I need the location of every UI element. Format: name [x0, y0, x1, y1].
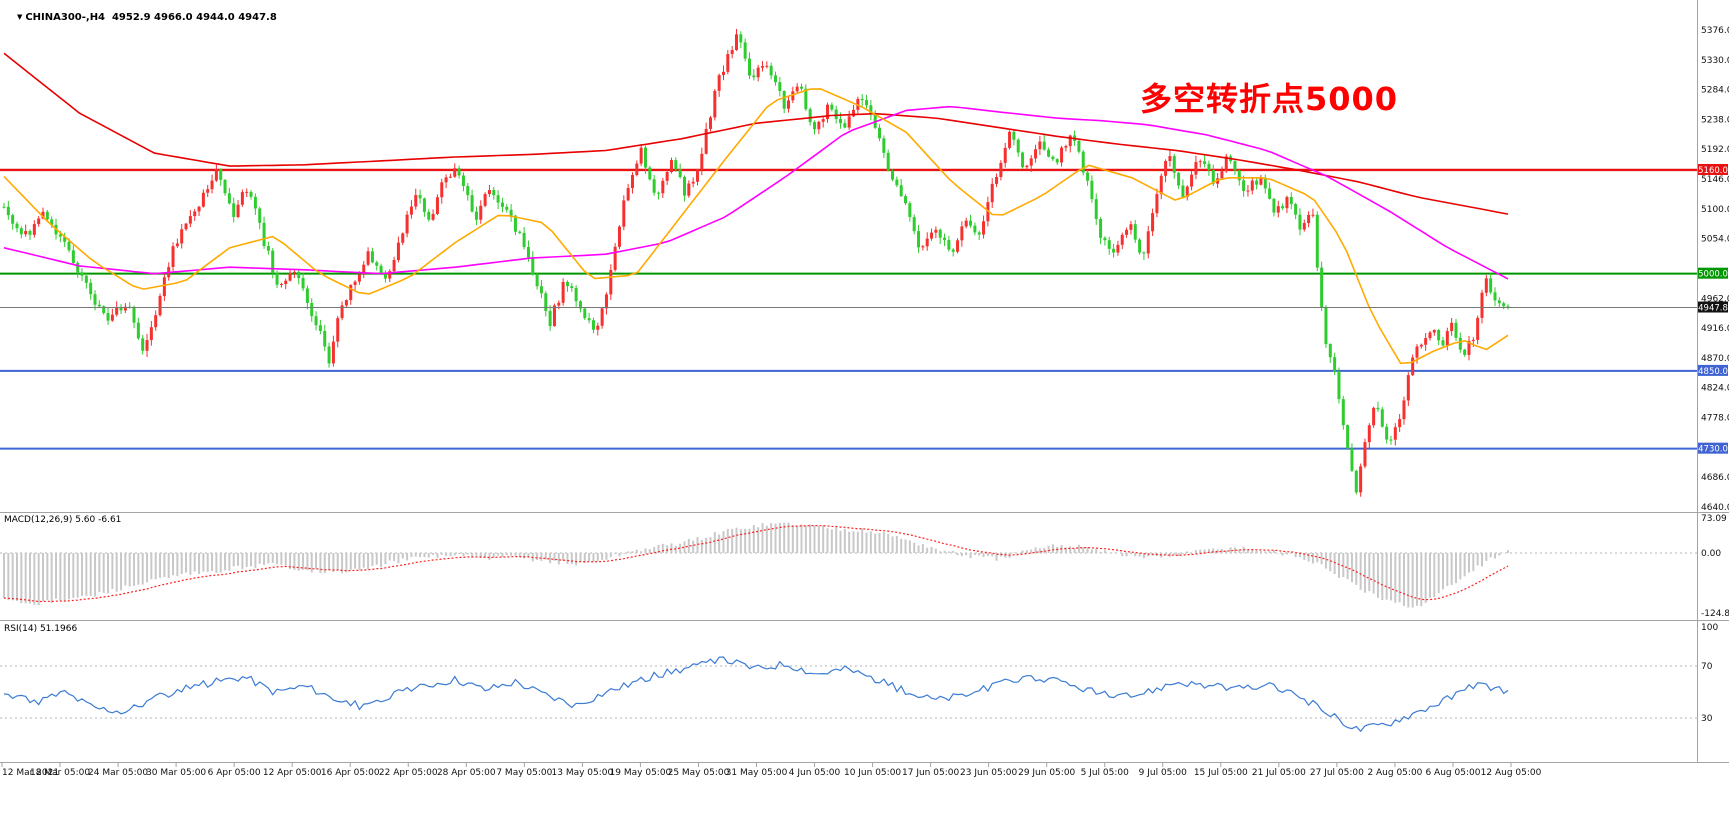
macd-panel[interactable]: [0, 513, 1697, 620]
svg-text:23 Jun 05:00: 23 Jun 05:00: [960, 768, 1017, 778]
svg-text:2 Aug 05:00: 2 Aug 05:00: [1367, 768, 1422, 778]
svg-text:12 Mar 2021: 12 Mar 2021: [2, 768, 59, 778]
svg-text:5054.0: 5054.0: [1701, 235, 1729, 245]
time-axis[interactable]: [0, 762, 1697, 780]
svg-text:9 Jul 05:00: 9 Jul 05:00: [1139, 768, 1188, 778]
annotation-text: 多空转折点5000: [1140, 80, 1399, 118]
svg-text:4 Jun 05:00: 4 Jun 05:00: [789, 768, 841, 778]
svg-text:16 Apr 05:00: 16 Apr 05:00: [321, 768, 380, 778]
svg-text:5146.0: 5146.0: [1701, 175, 1729, 185]
chart-header: ▼ CHINA300-,H4 4952.9 4966.0 4944.0 4947.…: [3, 1, 277, 34]
svg-text:22 Apr 05:00: 22 Apr 05:00: [379, 768, 438, 778]
svg-text:-124.81: -124.81: [1701, 609, 1729, 619]
svg-text:100: 100: [1701, 623, 1718, 633]
rsi-indicator-label: RSI(14) 51.1966: [4, 624, 78, 634]
svg-text:28 Apr 05:00: 28 Apr 05:00: [437, 768, 496, 778]
svg-text:10 Jun 05:00: 10 Jun 05:00: [844, 768, 901, 778]
svg-text:31 May 05:00: 31 May 05:00: [726, 768, 788, 778]
symbol-ohlc-label: CHINA300-,H4 4952.9 4966.0 4944.0 4947.8: [25, 12, 277, 23]
svg-text:25 May 05:00: 25 May 05:00: [668, 768, 730, 778]
svg-text:30 Mar 05:00: 30 Mar 05:00: [146, 768, 206, 778]
svg-text:5376.0: 5376.0: [1701, 26, 1729, 36]
svg-text:4916.0: 4916.0: [1701, 324, 1729, 334]
collapse-triangle-icon[interactable]: ▼: [16, 13, 23, 21]
svg-text:5330.0: 5330.0: [1701, 56, 1729, 66]
svg-text:13 May 05:00: 13 May 05:00: [552, 768, 614, 778]
svg-text:6 Aug 05:00: 6 Aug 05:00: [1425, 768, 1480, 778]
svg-text:0.00: 0.00: [1701, 549, 1721, 559]
svg-text:19 May 05:00: 19 May 05:00: [610, 768, 672, 778]
svg-text:7 May 05:00: 7 May 05:00: [496, 768, 552, 778]
svg-text:12 Aug 05:00: 12 Aug 05:00: [1481, 768, 1542, 778]
svg-text:5192.0: 5192.0: [1701, 145, 1729, 155]
svg-text:4730.0: 4730.0: [1698, 445, 1728, 455]
svg-text:5 Jul 05:00: 5 Jul 05:00: [1081, 768, 1130, 778]
svg-text:4962.0: 4962.0: [1701, 294, 1729, 304]
rsi-panel[interactable]: [0, 621, 1697, 762]
svg-text:6 Apr 05:00: 6 Apr 05:00: [208, 768, 261, 778]
macd-indicator-label: MACD(12,26,9) 5.60 -6.61: [4, 515, 122, 525]
svg-text:18 Mar 05:00: 18 Mar 05:00: [30, 768, 90, 778]
price-axis[interactable]: [1697, 0, 1729, 762]
svg-text:4850.0: 4850.0: [1698, 367, 1728, 377]
svg-text:5160.0: 5160.0: [1698, 166, 1728, 176]
svg-text:70: 70: [1701, 662, 1713, 672]
svg-text:30: 30: [1701, 714, 1713, 724]
svg-text:73.09: 73.09: [1701, 514, 1727, 524]
svg-text:29 Jun 05:00: 29 Jun 05:00: [1018, 768, 1075, 778]
svg-text:27 Jul 05:00: 27 Jul 05:00: [1310, 768, 1364, 778]
svg-text:4778.0: 4778.0: [1701, 414, 1729, 424]
svg-text:21 Jul 05:00: 21 Jul 05:00: [1252, 768, 1306, 778]
svg-text:4686.0: 4686.0: [1701, 473, 1729, 483]
svg-text:4870.0: 4870.0: [1701, 354, 1729, 364]
svg-text:4824.0: 4824.0: [1701, 384, 1729, 394]
svg-text:5238.0: 5238.0: [1701, 115, 1729, 125]
svg-text:4640.0: 4640.0: [1701, 503, 1729, 513]
svg-text:12 Apr 05:00: 12 Apr 05:00: [263, 768, 322, 778]
price-chart-panel[interactable]: [0, 0, 1697, 512]
svg-text:4947.8: 4947.8: [1698, 304, 1728, 314]
svg-text:17 Jun 05:00: 17 Jun 05:00: [902, 768, 959, 778]
svg-text:15 Jul 05:00: 15 Jul 05:00: [1194, 768, 1248, 778]
svg-text:5100.0: 5100.0: [1701, 205, 1729, 215]
svg-text:5000.0: 5000.0: [1698, 270, 1728, 280]
svg-text:5284.0: 5284.0: [1701, 86, 1729, 96]
svg-text:24 Mar 05:00: 24 Mar 05:00: [88, 768, 148, 778]
